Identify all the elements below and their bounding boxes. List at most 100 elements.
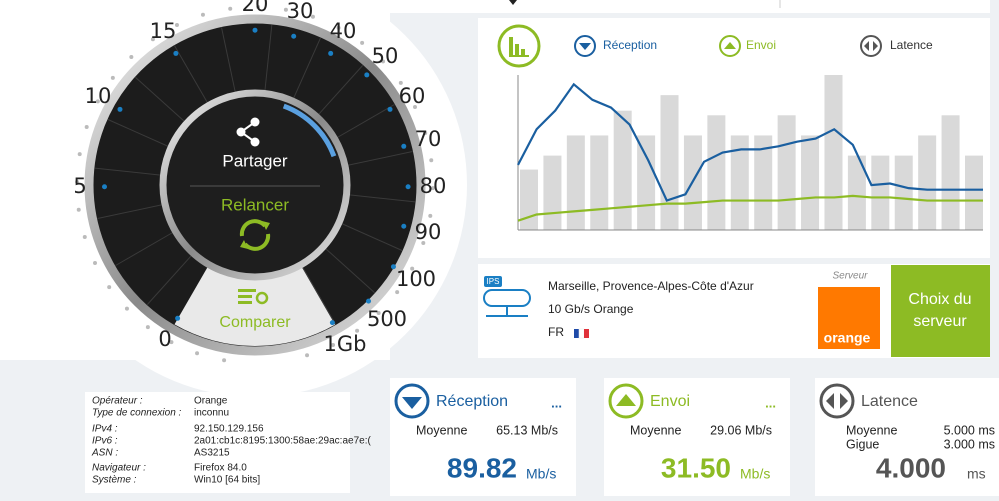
gauge: Partager Relancer Comparer 0 5 10 15 20 30 40 5060… (73, 0, 447, 363)
gauge-segment-line (264, 24, 273, 91)
card-more[interactable]: ... (765, 395, 776, 410)
gauge-label: 500 (367, 307, 407, 331)
gauge-segment-line (107, 119, 169, 147)
card-row-value: 5.000 ms (944, 423, 995, 437)
gauge-segment-line (325, 248, 375, 294)
card-unit: Mb/s (526, 466, 556, 482)
gauge-dot (428, 213, 433, 218)
card-icon-arrow (402, 397, 422, 409)
gauge-dot (355, 328, 360, 333)
card-row-value: 65.13 Mb/s (496, 423, 558, 437)
graph-bar (520, 169, 538, 230)
graph-bar (660, 95, 679, 231)
gauge-label-tick (102, 184, 107, 190)
gauge-label: 30 (287, 0, 314, 23)
gauge-label: 80 (420, 174, 447, 198)
gauge-dot (107, 285, 112, 290)
gauge-label: 70 (415, 127, 442, 151)
gauge-segment-line (347, 151, 413, 166)
graph-line-reception (517, 82, 983, 202)
server-logo: orange (824, 330, 871, 346)
compare-icon-lens (255, 291, 269, 305)
server-provider: 10 Gb/s Orange (548, 302, 634, 316)
gauge-dot (129, 54, 134, 59)
gauge-dot (84, 125, 89, 130)
graph-bar (824, 75, 843, 230)
card-row-label: Gigue (846, 437, 879, 451)
gauge-dot (398, 80, 403, 85)
card-icon (819, 383, 855, 419)
server-icon (483, 289, 531, 307)
gauge-segment-line (97, 204, 163, 219)
dropdown-arrow[interactable] (509, 0, 517, 5)
gauge-segment-line (146, 255, 192, 305)
gauge-label-tick (329, 320, 335, 326)
graph-bar (894, 155, 913, 230)
graph-bar (754, 135, 773, 230)
info-list: Opérateur : Orange Type de connexion : inco… (91, 396, 371, 486)
gauge-dot (76, 207, 81, 212)
card-row-label: Moyenne (416, 423, 467, 437)
card-title: Envoi (650, 393, 690, 410)
info-key: IPv6 : (92, 436, 118, 447)
gauge-label-tick (173, 50, 179, 56)
gauge-dot (430, 186, 435, 191)
gauge-segment-line (341, 223, 403, 251)
gauge-label-tick (390, 264, 396, 270)
gauge-label-tick (291, 33, 297, 39)
gauge-segment-line (115, 232, 173, 266)
card-more[interactable]: ... (551, 395, 562, 410)
gauge-segment-line (174, 45, 208, 103)
gauge-dot (412, 104, 417, 109)
restart-icon (239, 219, 271, 251)
gauge-dot (423, 130, 428, 135)
share-button[interactable]: Partager (222, 151, 288, 170)
graph-line-upload (517, 194, 983, 222)
server-button[interactable] (891, 265, 990, 357)
info-box (85, 392, 350, 493)
card-icon-arrow (616, 394, 636, 406)
gauge-dot (410, 266, 415, 271)
gauge-label-tick (252, 27, 258, 33)
legend-latency: Latence (890, 38, 933, 52)
info-key: ASN : (91, 448, 118, 459)
graph-bar (543, 155, 562, 230)
gauge-segment-line (293, 37, 321, 99)
result-cards: Réception ... Moyenne 65.13 Mb/s 89.82 Mb/s En… (390, 378, 999, 496)
info-value: Win10 [64 bits] (194, 475, 260, 486)
graph-bar (613, 110, 632, 230)
gauge-label: 60 (399, 84, 426, 108)
gauge-dot (75, 179, 80, 184)
gauge-dot (195, 351, 200, 356)
gauge-dot (256, 5, 261, 10)
graph-bar (965, 155, 983, 230)
gauge-segment-line (337, 104, 395, 138)
gauge-segment-line (221, 27, 236, 93)
server-caption: Serveur (832, 271, 868, 282)
card-row-value: 29.06 Mb/s (710, 423, 772, 437)
gauge-dot (283, 7, 288, 12)
graph-bar (918, 135, 937, 230)
gauge-label-tick (366, 298, 372, 304)
gauge-progress (282, 103, 337, 158)
server-location: Marseille, Provence-Alpes-Côte d'Azur (548, 279, 754, 293)
graph-bar (730, 135, 749, 230)
graph-bar (871, 155, 890, 230)
graph-bar (590, 135, 609, 230)
gauge-dot (336, 25, 341, 30)
compare-icon (238, 295, 252, 298)
gauge-label-tick (401, 223, 407, 229)
restart-button[interactable]: Relancer (221, 195, 289, 214)
info-key: Navigateur : (92, 463, 146, 474)
gauge-label-tick (364, 72, 370, 78)
gauge-dot (174, 23, 179, 28)
card-row-label: Moyenne (846, 423, 897, 437)
ips-badge-bg (484, 276, 502, 287)
compare-button[interactable]: Comparer (219, 314, 291, 331)
server-button-label[interactable]: Choix du serveur (908, 291, 971, 330)
legend-icon-latency-arrows (864, 41, 878, 51)
info-value: AS3215 (194, 448, 230, 459)
gauge-dot (381, 59, 386, 64)
